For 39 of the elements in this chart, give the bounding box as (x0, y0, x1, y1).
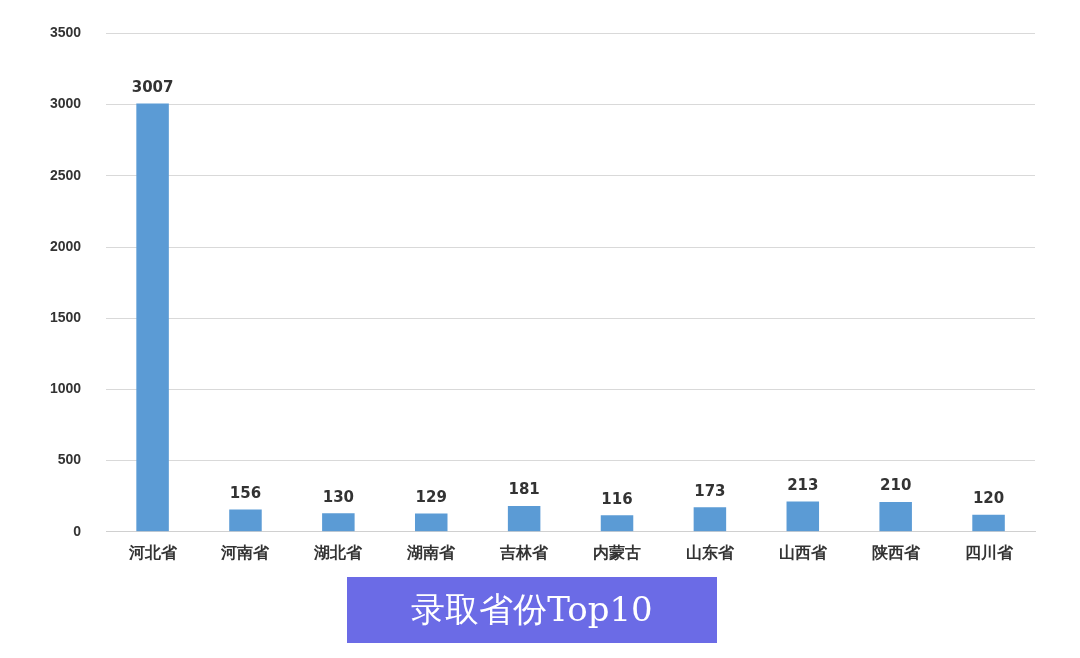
y-tick-label: 3000 (49, 95, 82, 112)
y-tick-label: 500 (57, 451, 82, 468)
y-tick-label: 2000 (49, 237, 82, 254)
x-tick-label: 山东省 (685, 543, 735, 561)
x-tick-label: 湖北省 (313, 543, 364, 561)
bar (229, 509, 262, 532)
y-tick-label: 1000 (49, 380, 82, 397)
text: 录取省份Top10 (347, 577, 717, 643)
x-tick-label: 陕西省 (871, 543, 921, 561)
bar (136, 103, 169, 532)
bar (879, 501, 912, 532)
y-tick-label: 2500 (49, 166, 82, 183)
bar (322, 513, 355, 532)
bar (972, 514, 1005, 532)
data-label: 213 (787, 475, 819, 494)
data-label: 210 (880, 476, 912, 495)
x-tick-label: 河北省 (127, 543, 178, 561)
x-tick-label: 湖南省 (406, 543, 457, 561)
y-tick-label: 3500 (49, 24, 82, 41)
data-label: 129 (415, 487, 447, 506)
y-tick-label: 0 (73, 522, 82, 539)
data-label: 116 (601, 489, 633, 508)
bar (600, 515, 634, 532)
bar (786, 501, 820, 532)
x-tick-label: 四川省 (964, 543, 1014, 561)
x-tick-label: 吉林省 (499, 543, 550, 561)
x-tick-label: 河南省 (220, 543, 271, 561)
bar (693, 507, 727, 532)
bar (414, 513, 448, 532)
bar (507, 506, 541, 532)
data-label: 173 (694, 481, 726, 500)
x-tick-label: 内蒙古 (593, 543, 642, 561)
data-label: 181 (508, 480, 540, 499)
data-label: 120 (972, 489, 1005, 508)
data-label: 156 (229, 483, 262, 502)
y-tick-label: 1500 (49, 309, 82, 326)
x-tick-label: 山西省 (778, 543, 828, 561)
data-label: 3007 (131, 77, 174, 96)
data-label: 130 (322, 487, 355, 506)
